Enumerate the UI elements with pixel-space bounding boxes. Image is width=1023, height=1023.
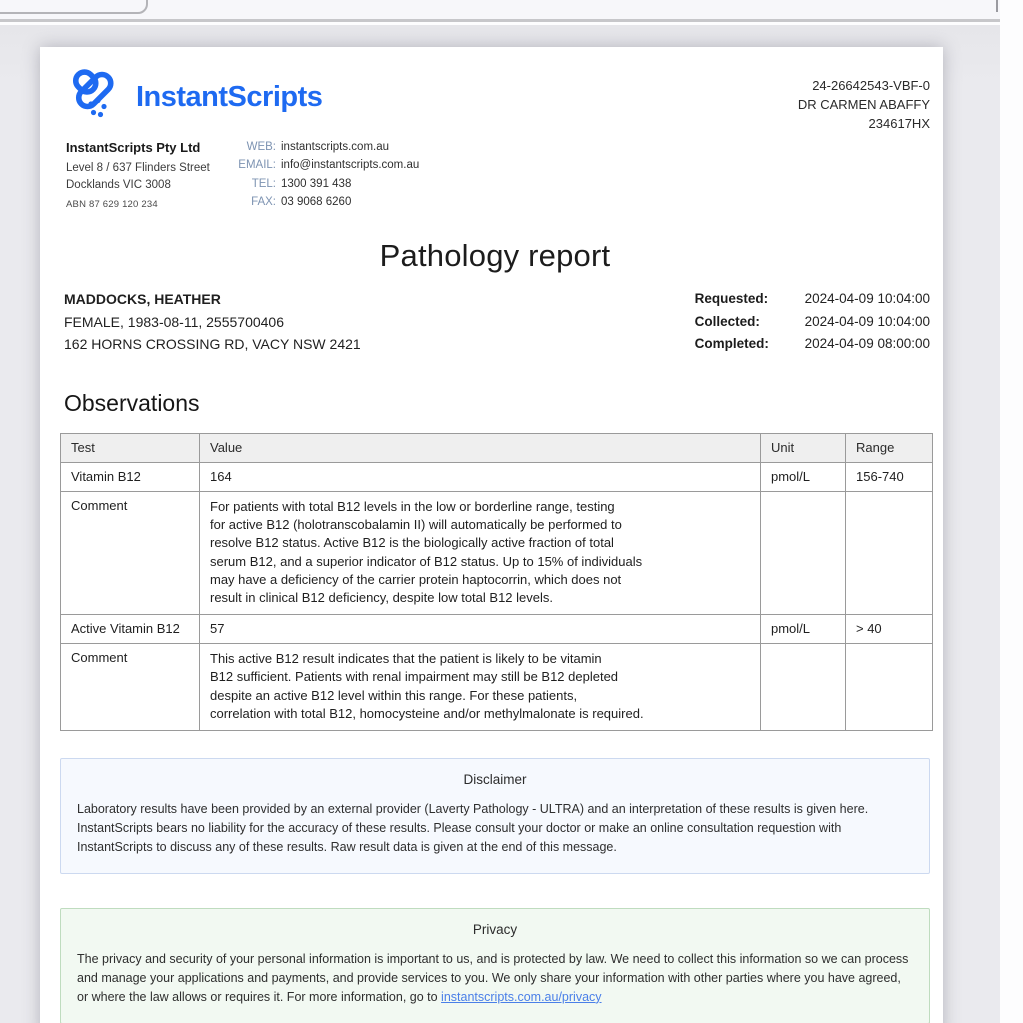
- column-header-unit: Unit: [760, 433, 846, 464]
- contact-label: EMAIL:: [238, 159, 276, 172]
- column-header-value: Value: [199, 433, 761, 464]
- cell-comment-text: For patients with total B12 levels in th…: [199, 491, 761, 616]
- date-value-collected: 2024-04-09 10:04:00: [804, 313, 930, 329]
- contact-value-email: info@instantscripts.com.au: [281, 159, 420, 172]
- cell-test-range: [845, 491, 933, 616]
- column-header-test: Test: [60, 433, 200, 464]
- cell-test-name: Vitamin B12: [60, 462, 200, 493]
- report-dates-block: Requested: 2024-04-09 10:04:00 Collected…: [695, 288, 930, 356]
- cell-test-range: 156-740: [845, 462, 933, 493]
- company-address-line2: Docklands VIC 3008: [66, 179, 171, 192]
- cell-test-name: Active Vitamin B12: [60, 614, 200, 645]
- patient-name: MADDOCKS, HEATHER: [64, 291, 221, 308]
- contact-row-tel: TEL: 1300 391 438: [228, 175, 419, 194]
- table-row: Vitamin B12 164 pmol/L 156-740: [60, 462, 933, 493]
- patient-demographics: FEMALE, 1983-08-11, 2555700406: [64, 313, 285, 330]
- cell-test-unit: [760, 643, 846, 731]
- report-reference-number: 24-26642543-VBF-0: [812, 78, 930, 93]
- instantscripts-logo: InstantScripts: [64, 69, 323, 125]
- company-details: InstantScripts Pty Ltd Level 8 / 637 Fli…: [60, 138, 930, 213]
- company-contact-block: WEB: instantscripts.com.au EMAIL: info@i…: [228, 138, 419, 213]
- contact-value-website: instantscripts.com.au: [281, 140, 390, 153]
- cell-test-range: > 40: [845, 614, 933, 645]
- privacy-text-body: The privacy and security of your persona…: [77, 951, 909, 1004]
- patient-details-block: MADDOCKS, HEATHER FEMALE, 1983-08-11, 25…: [64, 288, 361, 356]
- cell-test-range: [845, 643, 933, 731]
- date-label-completed: Completed:: [694, 336, 769, 352]
- privacy-title: Privacy: [472, 921, 518, 937]
- cell-comment-text: This active B12 result indicates that th…: [199, 643, 761, 731]
- contact-label: TEL:: [251, 177, 276, 190]
- contact-label: WEB:: [246, 140, 276, 153]
- document-viewport[interactable]: InstantScripts 24-26642543-VBF-0 DR CARM…: [0, 25, 1000, 1023]
- patient-and-dates: MADDOCKS, HEATHER FEMALE, 1983-08-11, 25…: [60, 288, 930, 356]
- partial-toolbar-button[interactable]: [0, 0, 148, 14]
- doctor-name: DR CARMEN ABAFFY: [797, 96, 930, 112]
- observations-heading: Observations: [64, 390, 200, 417]
- reference-block: 24-26642543-VBF-0 DR CARMEN ABAFFY 23461…: [798, 69, 930, 134]
- date-value-requested: 2024-04-09 10:04:00: [804, 291, 930, 307]
- disclaimer-title: Disclaimer: [463, 771, 527, 787]
- brand-wordmark: InstantScripts: [136, 80, 323, 113]
- report-header: InstantScripts 24-26642543-VBF-0 DR CARM…: [60, 69, 930, 134]
- company-address-block: InstantScripts Pty Ltd Level 8 / 637 Fli…: [66, 138, 216, 213]
- table-header-row: Test Value Unit Range: [60, 433, 933, 464]
- contact-row-web: WEB: instantscripts.com.au: [228, 138, 419, 157]
- cell-test-name: Comment: [60, 643, 200, 731]
- contact-value-fax: 03 9068 6260: [281, 196, 352, 209]
- company-address-line1: Level 8 / 637 Flinders Street: [66, 162, 210, 175]
- table-row: Comment This active B12 result indicates…: [60, 643, 933, 731]
- browser-chrome: [0, 0, 1000, 22]
- page-title: Pathology report: [379, 238, 611, 274]
- contact-row-fax: FAX: 03 9068 6260: [228, 193, 419, 212]
- column-header-range: Range: [845, 433, 933, 464]
- contact-value-phone: 1300 391 438: [281, 177, 352, 190]
- disclaimer-box: Disclaimer Laboratory results have been …: [60, 757, 930, 874]
- privacy-policy-link[interactable]: instantscripts.com.au/privacy: [441, 989, 602, 1004]
- privacy-text: The privacy and security of your persona…: [77, 950, 913, 1007]
- table-row: Comment For patients with total B12 leve…: [60, 491, 933, 616]
- observations-table: Test Value Unit Range Vitamin B12 164 pm…: [60, 433, 933, 731]
- contact-row-email: EMAIL: info@instantscripts.com.au: [228, 156, 419, 175]
- privacy-box: Privacy The privacy and security of your…: [60, 907, 930, 1023]
- cell-test-unit: [760, 491, 846, 616]
- pathology-report-page: InstantScripts 24-26642543-VBF-0 DR CARM…: [40, 47, 943, 1023]
- date-label-requested: Requested:: [694, 291, 769, 307]
- date-value-completed: 2024-04-09 08:00:00: [804, 336, 930, 352]
- date-label-collected: Collected:: [694, 313, 760, 329]
- disclaimer-text: Laboratory results have been provided by…: [77, 801, 869, 854]
- table-row: Active Vitamin B12 57 pmol/L > 40: [60, 614, 933, 645]
- provider-number: 234617HX: [868, 115, 930, 131]
- scrollbar-top-tick: [996, 0, 998, 12]
- company-name: InstantScripts Pty Ltd: [66, 139, 201, 155]
- cell-test-value: 164: [199, 462, 761, 493]
- cell-test-value: 57: [199, 614, 761, 645]
- contact-label: FAX:: [251, 196, 276, 209]
- patient-address: 162 HORNS CROSSING RD, VACY NSW 2421: [64, 336, 361, 353]
- company-abn: ABN 87 629 120 234: [66, 198, 158, 210]
- cell-test-unit: pmol/L: [760, 614, 846, 645]
- instantscripts-heart-icon: [72, 69, 114, 118]
- cell-test-unit: pmol/L: [760, 462, 846, 493]
- cell-test-name: Comment: [60, 491, 200, 616]
